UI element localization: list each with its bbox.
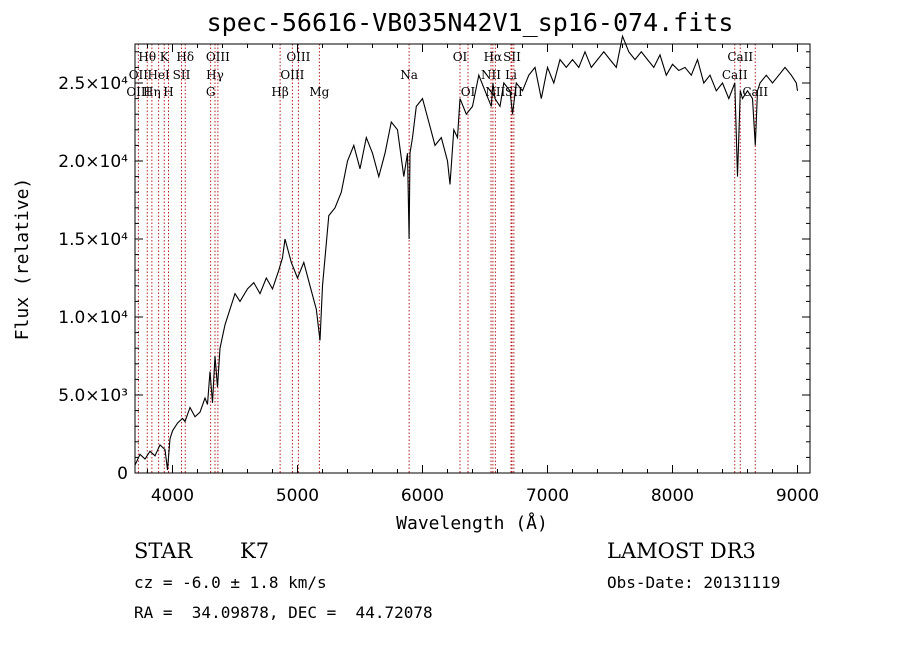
x-tick-label: 7000 (526, 486, 569, 506)
y-axis-label: Flux (relative) (12, 178, 33, 341)
x-tick-label: 5000 (276, 486, 319, 506)
spectral-line-label: Hη (143, 85, 161, 99)
spectral-line-label: OI (461, 85, 476, 99)
object-class: STAR (134, 539, 193, 563)
y-tick-label: 1.5×10⁴ (58, 230, 128, 250)
spectral-line-label: OIII (206, 50, 230, 64)
spectral-line-label: CaII (727, 50, 753, 64)
spectral-line-label: G (206, 85, 216, 99)
spectral-line-label: OIII (286, 50, 310, 64)
spectral-line-label: Na (400, 68, 418, 82)
spectral-line-label: Hγ (206, 68, 224, 82)
y-tick-label: 2.5×10⁴ (58, 74, 128, 94)
spectral-line-label: CaII (742, 85, 768, 99)
x-axis-label: Wavelength (Å) (396, 512, 548, 534)
spectral-line-label: H (163, 85, 173, 99)
y-tick-label: 1.0×10⁴ (58, 308, 128, 328)
redshift-cz: cz = -6.0 ± 1.8 km/s (134, 573, 327, 592)
obs-date: Obs-Date: 20131119 (607, 573, 781, 592)
chart-title: spec-56616-VB035N42V1_sp16-074.fits (206, 8, 734, 37)
spectral-line-label: NII (485, 85, 505, 99)
plot-frame (134, 43, 811, 474)
spectral-line-label: Hθ (138, 50, 156, 64)
survey-name: LAMOST DR3 (607, 539, 756, 563)
spectrum-series-line (134, 34, 799, 470)
spectral-line-label: HeI (147, 68, 170, 82)
y-tick-label: 5.0×10³ (58, 386, 128, 406)
spectral-line-label: OI (453, 50, 468, 64)
spectral-line-label: OIII (126, 85, 150, 99)
x-tick-label: 4000 (151, 486, 194, 506)
spectral-line-label: Hβ (271, 85, 288, 99)
spectral-line-label: Hα (484, 50, 503, 64)
spectral-line-label: OII (129, 68, 149, 82)
spectral-line-label: OIII (280, 68, 304, 82)
x-tick-label: 9000 (776, 486, 819, 506)
coordinates: RA = 34.09878, DEC = 44.72078 (134, 603, 433, 622)
y-tick-label: 0 (117, 464, 128, 484)
spectral-line-label: Li (505, 68, 517, 82)
spectral-line-label: SII (503, 50, 521, 64)
spectral-line-label: Mg (309, 85, 329, 99)
spectral-line-label: Hδ (176, 50, 194, 64)
spectral-line-label: K (160, 50, 170, 64)
x-tick-label: 6000 (401, 486, 444, 506)
spectral-line-label: NII (481, 68, 501, 82)
x-tick-label: 8000 (651, 486, 694, 506)
y-tick-label: 2.0×10⁴ (58, 152, 128, 172)
spectral-line-label: SII (505, 85, 523, 99)
spectral-line-label: CaII (722, 68, 748, 82)
spectral-line-label: SII (173, 68, 191, 82)
object-subclass: K7 (240, 539, 270, 563)
